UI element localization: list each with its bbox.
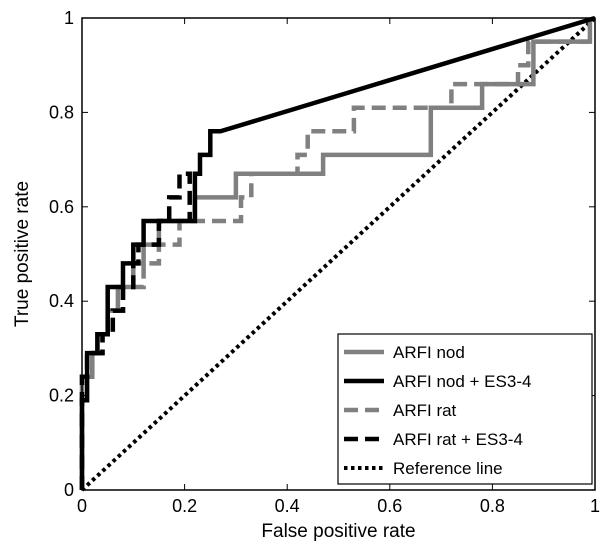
y-tick-label: 0.6 xyxy=(49,197,74,217)
y-tick-label: 0.8 xyxy=(49,102,74,122)
x-tick-label: 1 xyxy=(590,496,600,516)
y-tick-label: 1 xyxy=(64,8,74,28)
legend: ARFI nod ARFI nod + ES3-4 ARFI rat ARFI rat… xyxy=(337,333,593,485)
legend-label: ARFI nod xyxy=(393,343,465,362)
legend-label: ARFI rat xyxy=(393,401,457,420)
x-tick-label: 0 xyxy=(77,496,87,516)
x-tick-label: 0.8 xyxy=(480,496,505,516)
tick-layer: 0 0.2 0.4 0.6 0.8 1 0 0.2 0.4 0.6 0.8 1 xyxy=(49,8,600,516)
y-axis-label: True positive rate xyxy=(12,181,33,327)
series-layer xyxy=(79,15,597,492)
x-tick-label: 0.4 xyxy=(275,496,300,516)
legend-label: Reference line xyxy=(393,459,503,478)
x-axis-label: False positive rate xyxy=(261,521,415,542)
x-tick-label: 0.6 xyxy=(377,496,402,516)
legend-box xyxy=(337,333,593,485)
x-tick-label: 0.2 xyxy=(172,496,197,516)
legend-label: ARFI rat + ES3-4 xyxy=(393,430,523,449)
y-tick-label: 0.4 xyxy=(49,291,74,311)
legend-label: ARFI nod + ES3-4 xyxy=(393,372,531,391)
plot-frame xyxy=(81,17,596,491)
series-line-1 xyxy=(79,15,596,490)
y-tick-label: 0.2 xyxy=(49,386,74,406)
y-tick-label: 0 xyxy=(64,480,74,500)
